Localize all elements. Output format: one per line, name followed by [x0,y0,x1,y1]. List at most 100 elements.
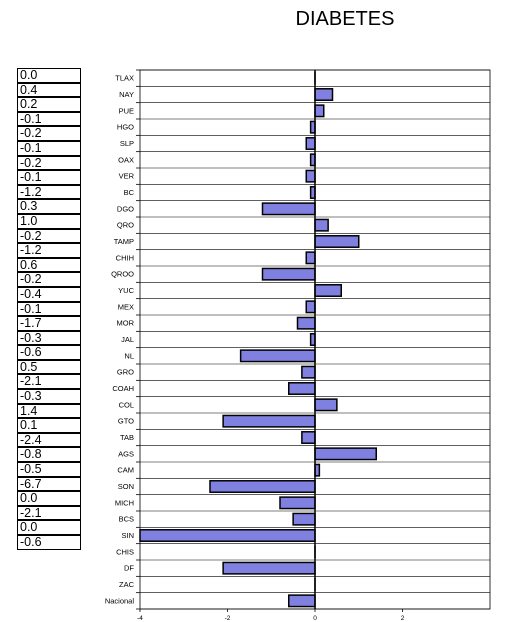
category-label: SIN [121,531,134,540]
value-cell: 0.3 [17,199,81,214]
bar [279,496,316,510]
value-cell: 0.6 [17,257,81,273]
category-label: CHIH [116,253,134,262]
value-table: 0.0 0.4 0.2 -0.1 -0.2 -0.1 -0.2 -0.1 -1.2 0.3 1.0-… [17,68,81,550]
bar [222,414,316,428]
category-label: NAY [119,90,134,99]
value-cell: -0.6 [17,535,81,550]
value-cell: -0.1 [17,140,81,156]
chart-title: DIABETES [295,8,395,30]
value-cell: 0.0 [17,520,81,535]
bar [296,316,316,330]
value-cell: -0.2 [17,272,81,287]
category-label: QROO [111,270,134,279]
bar [301,365,316,379]
value-cell: 0.2 [17,97,81,112]
value-cell: -2.1 [17,505,81,521]
category-label: SLP [120,139,134,148]
category-label: COAH [112,384,134,393]
x-tick-label: -4 [137,615,143,622]
value-cell: 0.5 [17,359,81,375]
x-tick-label: 2 [401,615,405,622]
x-axis-ticks: -4 -2 0 2 [137,609,405,622]
category-label: VER [119,172,135,181]
category-label: PUE [119,106,134,115]
value-cell: -1.2 [17,243,81,258]
value-cell: -0.1 [17,301,81,317]
value-cell: -2.1 [17,374,81,390]
category-label: CHIS [116,547,134,556]
bar [288,382,316,395]
category-label: OAX [118,155,134,164]
bar [314,284,342,297]
bar [222,561,316,575]
category-label: BCS [119,515,134,524]
category-label: GTO [118,417,134,426]
category-label: CAM [117,466,134,475]
bar [314,447,377,461]
value-cell: 0.0 [17,491,81,506]
bar [139,529,316,542]
value-cell: -0.6 [17,345,81,360]
bars [139,71,377,608]
category-label: MICH [115,498,134,507]
category-label: COL [119,400,134,409]
category-label: YUC [118,286,134,295]
value-cell: -6.7 [17,476,81,492]
value-cell: -0.8 [17,447,81,463]
bar [314,218,329,232]
bar [239,349,316,363]
category-label: JAL [121,335,134,344]
bar [261,267,316,281]
category-label: Nacional [105,596,135,605]
bar [314,104,325,118]
value-cell: -0.4 [17,286,81,302]
value-cell: 1.4 [17,403,81,419]
value-cell: -1.2 [17,184,81,200]
category-label: TLAX [115,74,134,83]
category-label: NL [124,351,134,360]
bar [305,300,316,314]
bar [209,480,316,493]
bar [305,251,316,265]
value-cell: 0.4 [17,82,81,98]
bar [314,398,338,412]
category-label: AGS [118,449,134,458]
value-cell: -1.7 [17,316,81,331]
category-label: MOR [117,319,135,328]
bar [314,235,360,248]
x-tick-label: 0 [313,615,317,622]
category-label: HGO [117,123,134,132]
bar [305,137,316,150]
category-label: TAB [120,433,134,442]
value-cell: 0.0 [17,68,81,83]
value-cell: -0.3 [17,389,81,404]
bar [288,594,316,608]
value-cell: 1.0 [17,213,81,229]
category-labels: TLAX NAY PUE HGO SLP OAX VER BC DGO QRO TAMP CHIH QR… [105,74,135,606]
category-label: DF [124,564,134,573]
category-label: MEX [118,302,134,311]
value-cell: -0.2 [17,155,81,171]
category-label: BC [124,188,135,197]
value-cell: -0.5 [17,462,81,477]
value-cell: -0.2 [17,126,81,141]
bar [292,512,316,526]
x-tick-label: -2 [225,615,231,622]
category-label: SON [118,482,134,491]
value-cell: 0.1 [17,418,81,433]
value-cell: -0.3 [17,330,81,346]
bar [301,431,316,444]
category-label: TAMP [114,237,134,246]
bar [314,88,334,101]
value-cell: -2.4 [17,432,81,448]
category-label: QRO [117,221,134,230]
value-cell: -0.1 [17,170,81,185]
bar [305,169,316,183]
category-label: GRO [117,368,134,377]
category-label: ZAC [119,580,135,589]
value-cell: -0.1 [17,111,81,127]
category-label: DGO [117,204,134,213]
value-cell: -0.2 [17,228,81,244]
